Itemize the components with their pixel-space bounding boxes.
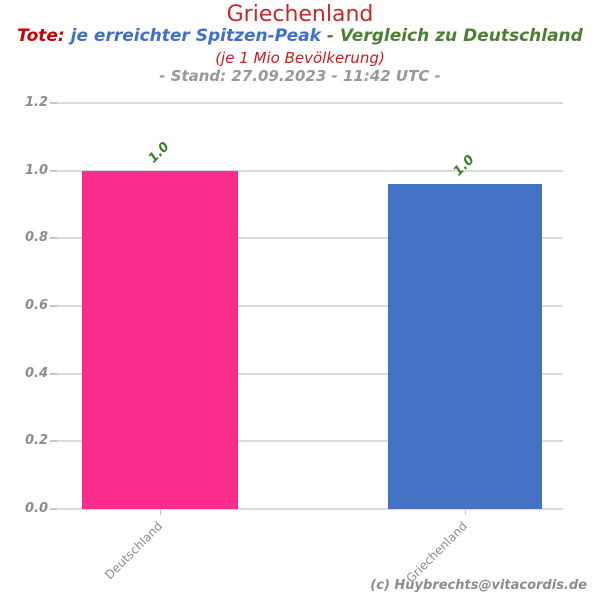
y-axis-tick bbox=[50, 508, 57, 510]
bar-value-label: 1.0 bbox=[145, 139, 173, 166]
y-gridline bbox=[57, 237, 563, 240]
bar-griechenland bbox=[388, 184, 542, 509]
chart-title: Griechenland bbox=[226, 2, 374, 27]
y-axis-tick-label: 0.6 bbox=[24, 298, 48, 313]
y-axis-tick bbox=[50, 237, 57, 240]
bar-value-label: 1.0 bbox=[450, 152, 478, 180]
subtitle-segment: je erreichter Spitzen-Peak bbox=[64, 26, 321, 46]
chart-subtitle: Tote: je erreichter Spitzen-Peak - Vergl… bbox=[0, 26, 600, 46]
y-gridline bbox=[57, 169, 563, 172]
y-gridline bbox=[57, 508, 563, 510]
y-axis-tick-label: 0.0 bbox=[24, 501, 48, 516]
y-axis-tick-label: 1.2 bbox=[24, 95, 48, 110]
x-axis-tick bbox=[160, 510, 161, 515]
y-gridline bbox=[57, 102, 563, 104]
y-axis-tick bbox=[50, 102, 57, 104]
y-axis-tick-label: 1.0 bbox=[24, 162, 48, 178]
x-axis-tick bbox=[465, 510, 466, 515]
copyright-text: (c) Huybrechts@vitacordis.de bbox=[370, 578, 587, 593]
y-axis-tick bbox=[50, 372, 57, 375]
y-axis-tick bbox=[50, 440, 57, 443]
y-axis-tick bbox=[50, 305, 57, 307]
y-gridline bbox=[57, 372, 563, 375]
y-axis-tick-label: 0.2 bbox=[24, 433, 48, 449]
y-axis-tick-label: 0.8 bbox=[24, 230, 48, 246]
x-axis-category-label: Griechenland bbox=[403, 519, 470, 586]
y-gridline bbox=[57, 305, 563, 307]
y-axis-tick-label: 0.4 bbox=[24, 365, 48, 381]
subtitle-segment: - bbox=[320, 26, 340, 46]
x-axis-category-label: Deutschland bbox=[101, 519, 165, 583]
subtitle-segment: Tote: bbox=[17, 26, 65, 46]
bar-deutschland bbox=[82, 170, 238, 509]
chart-subtitle-timestamp: - Stand: 27.09.2023 - 11:42 UTC - bbox=[159, 67, 441, 85]
y-axis-tick bbox=[50, 169, 57, 172]
y-gridline bbox=[57, 440, 563, 443]
chart-subtitle-population: (je 1 Mio Bevölkerung) bbox=[215, 49, 385, 67]
subtitle-segment: Vergleich zu Deutschland bbox=[339, 26, 583, 46]
